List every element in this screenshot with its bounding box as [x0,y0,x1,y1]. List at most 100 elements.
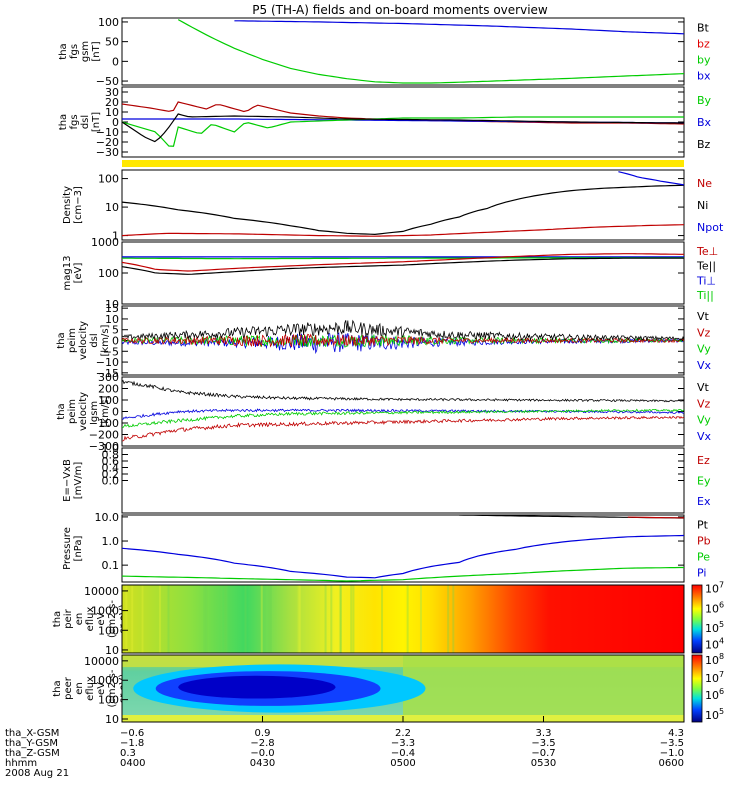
colorbar-tick-peer_efl-2: 106 [705,687,724,702]
series-temp-Ti|| [122,257,684,260]
xrow-value-0-1: 0.9 [255,728,271,739]
ytick-peim_vel_dsl-4: −5 [103,345,119,358]
ylabel-peir_efl-2: en [74,613,85,626]
ylabel-fgs_gsm-2: gsm [80,41,91,62]
ylabel-efield-1: [mV/m] [73,462,84,500]
series-peim_vel_dsl-Vz [122,333,684,348]
series-pressure-Pb [627,516,684,519]
ytick-fgs_gsm-3: −50 [96,75,119,88]
series-peim_vel_gsm-Vy [122,408,684,429]
legend-peim_vel_dsl-1: Vz [697,326,711,339]
panel-temp: mag13 [eV] 1000 100 10 Te⊥ Te||Ti⊥ Ti|| [62,236,718,311]
legend-fgs_gsm-2: by [697,53,711,66]
panel-peir_efl: thapeirenefluxeV(cm2-s-sr-eV)10000100010… [52,581,724,657]
legend-density-0: Ne [697,177,712,190]
legend-pressure-2: Pe [697,550,710,563]
ytick-fgs_dsl-1: 20 [105,96,119,109]
ytick-fgs_dsl-3: 0 [112,116,119,129]
series-peim_vel_dsl-Vy [122,333,684,348]
xrow-value-3-1: 0430 [250,758,275,769]
legend-peim_vel_gsm-1: Vz [697,397,711,410]
legend-peim_vel_dsl-0: Vt [697,310,710,323]
ylabel-fgs_dsl-3: [nT] [91,112,102,132]
ylabel-peim_vel_gsm-0: tha [56,403,67,419]
legend-efield-1: Ey [697,475,711,488]
ylabel-fgs_dsl-1: fgs [69,114,80,129]
series-group-peim_vel_gsm [122,379,684,442]
ytick-efield-4: 0.2 [102,468,120,481]
xrow-value-2-4: −1.0 [660,748,684,759]
ylabel-fgs_gsm-0: tha [58,43,69,59]
ylabel-peir_efl-3: eflux [85,607,96,632]
ylabel-pressure-1: [nPa] [73,535,84,561]
panel-pressure: Pressure [nPa] 10.0 1.0 0.1 Pt Pb Pe Pi [62,511,711,583]
ylabel-peim_vel_gsm-2: velocity [78,392,89,431]
ylabel-pressure-0: Pressure [62,527,73,570]
series-peim_vel_gsm-Vt [122,379,684,403]
ytick-pressure-0: 10.0 [95,511,120,524]
ytick-peim_vel_dsl-6: −15 [96,367,119,380]
ytick-temp-2: 10 [105,298,119,311]
ytick-peir_efl-3: 10 [105,644,119,657]
legend-temp-1: Te|| [696,260,716,273]
ytick-fgs_dsl-2: 10 [105,106,119,119]
legend-fgs_gsm-3: bx [697,69,711,82]
ytick-temp-0: 1000 [91,236,119,249]
ylabel-peer_efl-2: en [74,682,85,695]
ylabel-peim_vel_dsl-2: velocity [78,321,89,360]
ylabel-peir_efl-5: (cm2-s- [107,600,118,638]
series-fgs_gsm-bx [234,20,684,35]
panel-fgs_gsm: tha fgs gsm [nT] 100 50 0 −50 Bt bz by bx [58,16,711,88]
ytick-peer_efl-1: 1000 [91,674,119,687]
series-density-Ne [122,224,684,237]
ylabel-peir_efl-0: tha [52,611,63,627]
ytick-peim_vel_gsm-3: 0 [112,406,119,419]
colorbar-peir_efl [691,584,703,654]
ytick-density-2: 1 [112,230,119,243]
xrow-value-1-0: −1.8 [120,738,144,749]
xrow-value-1-3: −3.5 [531,738,555,749]
ytick-peim_vel_gsm-5: −200 [89,429,119,442]
xrow-value-3-2: 0500 [390,758,415,769]
ytick-efield-3: 0.4 [102,462,120,475]
ylabel-temp-0: mag13 [62,256,73,291]
ylabel-efield-0: E=−VxB [62,459,73,502]
ylabel-peer_efl-5: (cm2-s- [107,669,118,707]
ytick-pressure-1: 1.0 [102,535,120,548]
legend-fgs_gsm-1: bz [697,38,710,51]
series-density-Ni [122,184,684,236]
xrow-value-3-4: 0600 [659,758,684,769]
colorbar-peer_efl [691,654,703,723]
xrow-value-2-0: 0.3 [120,748,136,759]
ylabel-peim_vel_gsm-4: [km/s] [100,395,111,427]
legend-fgs_gsm-0: Bt [697,22,710,35]
ylabel-peir_efl-4: eV [96,612,107,625]
series-group-density [122,171,684,237]
ytick-peir_efl-2: 100 [98,624,119,637]
colorbar-tick-peir_efl-1: 106 [705,600,724,615]
legend-efield-2: Ex [697,495,711,508]
xrow-label-3: hhmm [5,758,37,769]
xrow-value-0-4: 4.3 [668,728,684,739]
ylabel-peer_efl-1: peer [63,676,74,700]
series-group-fgs_gsm [177,19,684,84]
xrow-value-2-2: −0.4 [391,748,415,759]
ytick-peim_vel_gsm-2: 100 [98,394,119,407]
series-temp-Te⊥ [122,253,684,272]
x-axis-labels: tha_X-GSM −0.6 0.9 2.2 3.3 4.3 tha_Y-GSM −1.8 −2… [5,716,685,779]
ylabel-peer_efl-3: eflux [85,676,96,701]
colorbar-tick-peir_efl-3: 104 [705,636,724,651]
series-group-fgs_dsl [122,101,684,147]
colorbar-tick-peer_efl-0: 108 [705,652,724,667]
ylabel-density-1: [cm−3] [73,186,84,224]
ylabel-peim_vel_dsl-3: dsl [89,333,100,347]
series-peim_vel_gsm-Vz [122,415,684,442]
colorbar-tick-peer_efl-1: 107 [705,670,724,685]
series-group-peim_vel_dsl [122,319,684,355]
legend-fgs_dsl-1: Bx [697,116,712,129]
legend-efield-0: Ez [697,454,710,467]
xrow-value-3-0: 0400 [120,758,145,769]
